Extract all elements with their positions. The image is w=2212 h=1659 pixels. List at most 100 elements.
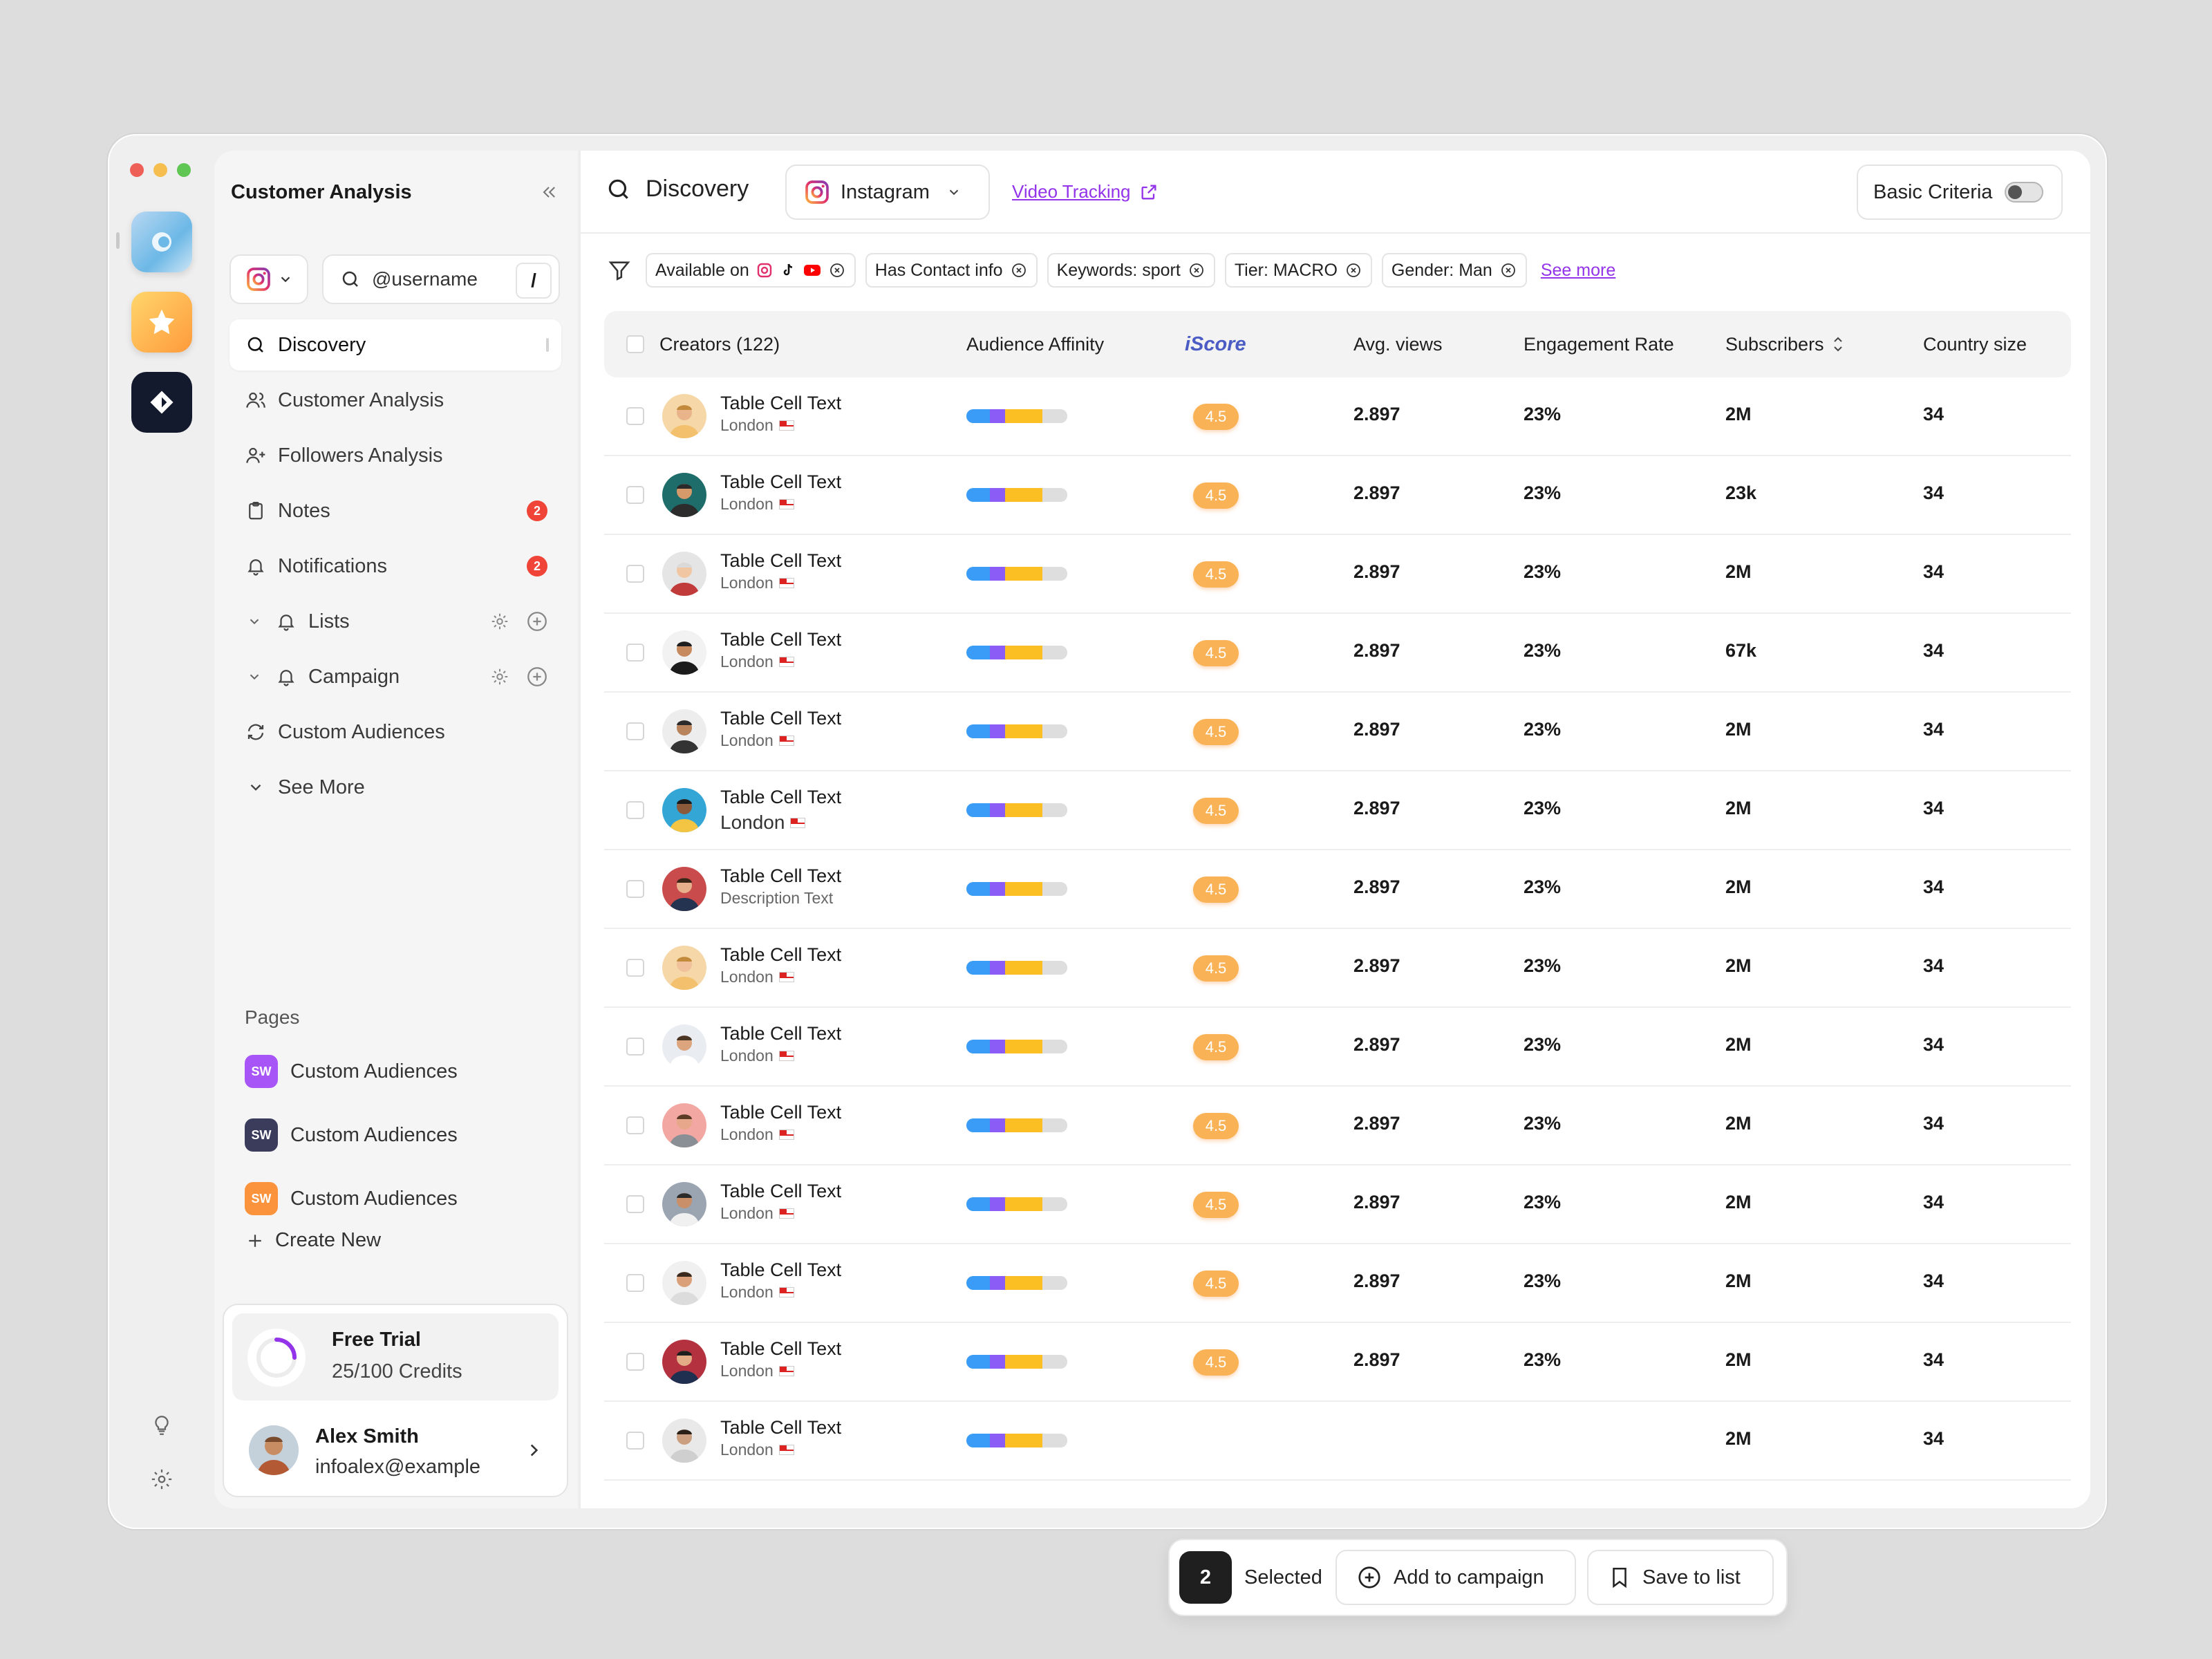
remove-filter-icon[interactable] [1188, 261, 1206, 279]
remove-filter-icon[interactable] [1499, 261, 1517, 279]
row-checkbox[interactable] [626, 565, 644, 583]
video-tracking-link[interactable]: Video Tracking [1012, 181, 1159, 203]
table-row[interactable]: Table Cell Text London 4.5 2.897 23% 2M … [604, 1008, 2071, 1087]
filter-chip-tier[interactable]: Tier: MACRO [1224, 253, 1372, 288]
filter-chip-gender[interactable]: Gender: Man [1381, 253, 1527, 288]
sidebar-item-notes[interactable]: Notes 2 [229, 485, 561, 536]
table-row[interactable]: Table Cell Text London 4.5 2.897 23% 2M … [604, 693, 2071, 771]
creator-name[interactable]: Table Cell Text [720, 1023, 842, 1044]
table-row[interactable]: Table Cell Text London 4.5 2.897 23% 67k… [604, 614, 2071, 693]
see-more-filters-link[interactable]: See more [1540, 260, 1616, 280]
filter-chip-keywords[interactable]: Keywords: sport [1047, 253, 1215, 288]
table-row[interactable]: Table Cell Text London 4.5 2.897 23% 2M … [604, 1323, 2071, 1402]
header-avg-views[interactable]: Avg. views [1353, 333, 1443, 355]
table-row[interactable]: Table Cell Text London 4.5 2.897 23% 2M … [604, 771, 2071, 850]
table-row[interactable]: Table Cell Text Description Text 4.5 2.8… [604, 850, 2071, 929]
creator-name[interactable]: Table Cell Text [720, 1181, 842, 1201]
sidebar-item-customer-analysis[interactable]: Customer Analysis [229, 375, 561, 426]
creator-name[interactable]: Table Cell Text [720, 550, 842, 571]
table-row[interactable]: Table Cell Text London 4.5 2.897 23% 2M … [604, 1165, 2071, 1244]
add-to-campaign-button[interactable]: Add to campaign [1335, 1550, 1576, 1605]
platform-select[interactable] [229, 254, 308, 304]
minimize-window-button[interactable] [153, 163, 167, 177]
row-checkbox[interactable] [626, 1195, 644, 1213]
collapse-sidebar-icon[interactable] [536, 180, 561, 205]
row-checkbox[interactable] [626, 644, 644, 662]
header-audience-affinity[interactable]: Audience Affinity [966, 333, 1105, 355]
header-creators[interactable]: Creators (122) [659, 333, 780, 355]
header-subscribers[interactable]: Subscribers [1725, 334, 1845, 355]
remove-filter-icon[interactable] [828, 261, 846, 279]
creator-name[interactable]: Table Cell Text [720, 865, 842, 886]
row-checkbox[interactable] [626, 1432, 644, 1450]
close-window-button[interactable] [130, 163, 144, 177]
free-trial-panel[interactable]: Free Trial 25/100 Credits [232, 1313, 559, 1400]
app-switcher-1[interactable] [131, 212, 192, 272]
creator-name[interactable]: Table Cell Text [720, 393, 842, 413]
creator-name[interactable]: Table Cell Text [720, 708, 842, 729]
row-checkbox[interactable] [626, 801, 644, 819]
table-row[interactable]: Table Cell Text London 4.5 2.897 23% 2M … [604, 535, 2071, 614]
toggle-switch[interactable] [2005, 182, 2044, 203]
drag-handle[interactable] [546, 338, 549, 352]
remove-filter-icon[interactable] [1344, 261, 1362, 279]
username-search-input[interactable] [371, 268, 498, 291]
add-campaign-icon[interactable] [525, 665, 549, 688]
table-row[interactable]: Table Cell Text London 4.5 2.897 23% 2M … [604, 929, 2071, 1008]
filter-chip-contact-info[interactable]: Has Contact info [865, 253, 1038, 288]
user-profile[interactable]: Alex Smith infoalex@example [249, 1416, 553, 1485]
row-checkbox[interactable] [626, 1353, 644, 1371]
creator-name[interactable]: Table Cell Text [720, 629, 842, 650]
row-checkbox[interactable] [626, 880, 644, 898]
settings-icon[interactable] [488, 610, 512, 633]
gear-icon[interactable] [148, 1465, 176, 1493]
row-checkbox[interactable] [626, 407, 644, 425]
sidebar-item-discovery[interactable]: Discovery [229, 319, 561, 371]
table-row[interactable]: Table Cell Text London 4.5 2.897 23% 2M … [604, 1087, 2071, 1165]
row-checkbox[interactable] [626, 1116, 644, 1134]
creator-name[interactable]: Table Cell Text [720, 1338, 842, 1359]
page-item[interactable]: SW Custom Audiences [245, 1114, 458, 1156]
table-row[interactable]: Table Cell Text London 4.5 2.897 23% 23k… [604, 456, 2071, 535]
header-engagement-rate[interactable]: Engagement Rate [1524, 333, 1674, 355]
creator-name[interactable]: Table Cell Text [720, 1417, 842, 1438]
creator-name[interactable]: Table Cell Text [720, 1102, 842, 1123]
platform-dropdown[interactable]: Instagram [785, 165, 990, 220]
filter-chip-available-on[interactable]: Available on [646, 253, 856, 288]
creator-name[interactable]: Table Cell Text [720, 787, 842, 807]
table-row[interactable]: Table Cell Text London 4.5 2.897 23% 2M … [604, 1244, 2071, 1323]
row-checkbox[interactable] [626, 486, 644, 504]
select-all-checkbox[interactable] [626, 335, 644, 353]
row-checkbox[interactable] [626, 1274, 644, 1292]
row-checkbox[interactable] [626, 722, 644, 740]
username-search[interactable]: / [322, 254, 560, 304]
header-country-size[interactable]: Country size [1923, 333, 2027, 355]
remove-filter-icon[interactable] [1010, 261, 1028, 279]
sidebar-item-followers-analysis[interactable]: Followers Analysis [229, 430, 561, 481]
maximize-window-button[interactable] [177, 163, 191, 177]
filter-icon[interactable] [606, 256, 633, 284]
table-row[interactable]: Table Cell Text London 4.5 2.897 23% 2M … [604, 377, 2071, 456]
sidebar-item-campaign[interactable]: Campaign [229, 651, 561, 702]
app-switcher-3[interactable] [131, 372, 192, 433]
table-row[interactable]: Table Cell Text London 2M 34 [604, 1402, 2071, 1481]
row-checkbox[interactable] [626, 959, 644, 977]
sidebar-item-custom-audiences[interactable]: Custom Audiences [229, 706, 561, 758]
settings-icon[interactable] [488, 665, 512, 688]
add-list-icon[interactable] [525, 610, 549, 633]
row-checkbox[interactable] [626, 1038, 644, 1056]
chevron-down-icon[interactable] [243, 666, 265, 688]
sidebar-item-lists[interactable]: Lists [229, 596, 561, 647]
sidebar-item-see-more[interactable]: See More [229, 762, 561, 813]
sidebar-item-notifications[interactable]: Notifications 2 [229, 541, 561, 592]
creator-name[interactable]: Table Cell Text [720, 471, 842, 492]
creator-name[interactable]: Table Cell Text [720, 944, 842, 965]
header-iscore[interactable]: iScore [1185, 332, 1246, 355]
lightbulb-icon[interactable] [148, 1412, 176, 1439]
save-to-list-button[interactable]: Save to list [1587, 1550, 1774, 1605]
page-item[interactable]: SW Custom Audiences [245, 1051, 458, 1092]
page-item[interactable]: SW Custom Audiences [245, 1178, 458, 1219]
basic-criteria-toggle[interactable]: Basic Criteria [1857, 165, 2063, 220]
app-switcher-2[interactable] [131, 292, 192, 353]
creator-name[interactable]: Table Cell Text [720, 1259, 842, 1280]
